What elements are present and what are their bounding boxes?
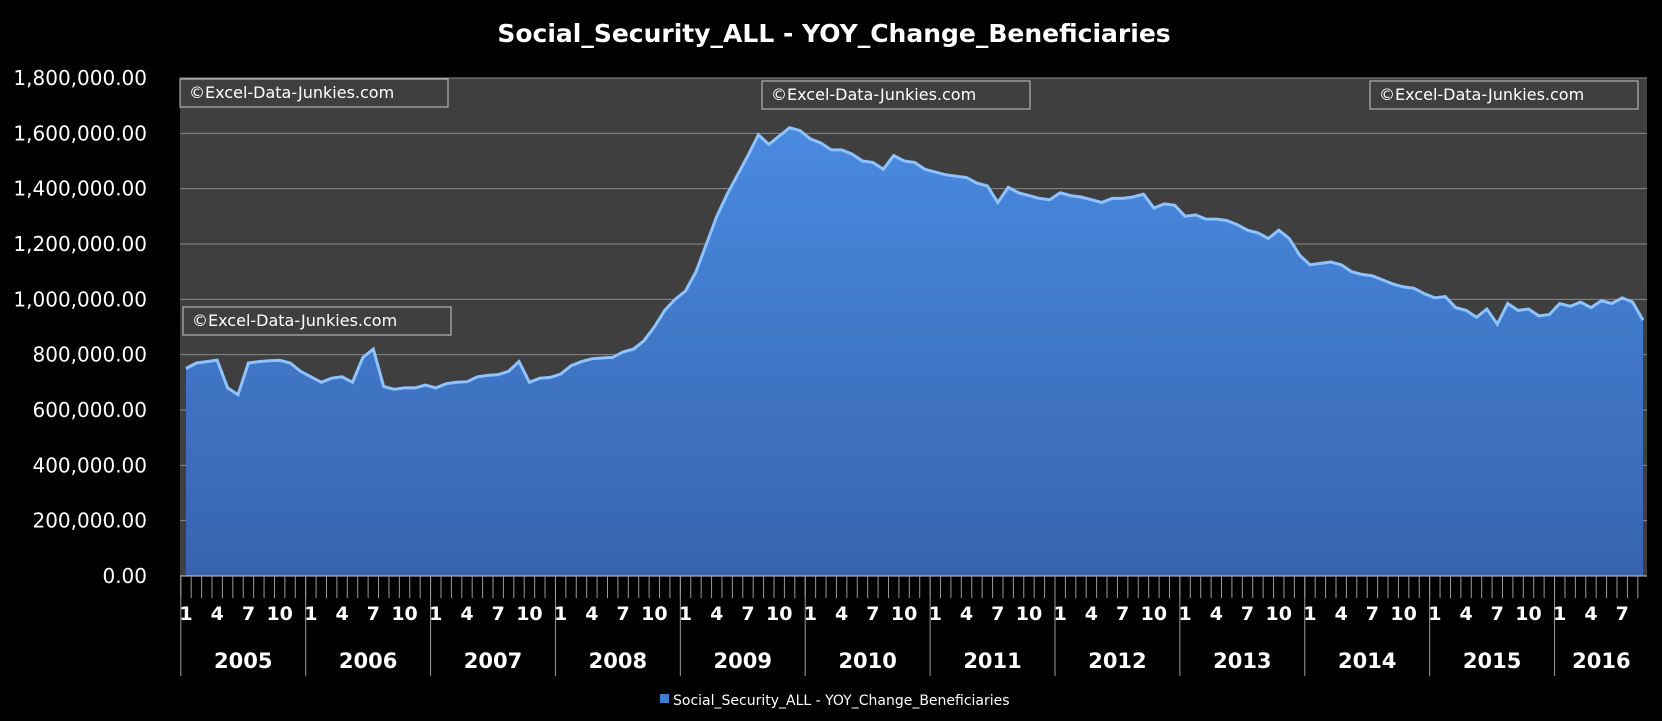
month-tick-label: 1 bbox=[804, 603, 817, 625]
month-tick-label: 4 bbox=[960, 603, 973, 625]
month-tick-label: 7 bbox=[492, 603, 505, 625]
watermark-text: ©Excel-Data-Junkies.com bbox=[771, 85, 976, 104]
month-tick-label: 7 bbox=[1241, 603, 1254, 625]
month-tick-label: 1 bbox=[554, 603, 567, 625]
year-label: 2014 bbox=[1338, 649, 1396, 673]
month-tick-label: 1 bbox=[1553, 603, 1566, 625]
year-label: 2010 bbox=[838, 649, 896, 673]
watermark-box bbox=[1369, 80, 1639, 110]
watermark-text: ©Excel-Data-Junkies.com bbox=[1379, 85, 1584, 104]
y-tick-label: 600,000.00 bbox=[32, 398, 147, 422]
month-tick-label: 10 bbox=[1141, 603, 1167, 625]
year-label: 2011 bbox=[963, 649, 1021, 673]
watermarks: ©Excel-Data-Junkies.com ©Excel-Data-Junki… bbox=[179, 78, 1639, 336]
month-tick-label: 7 bbox=[866, 603, 879, 625]
watermark-box bbox=[761, 80, 1031, 110]
year-label: 2007 bbox=[464, 649, 522, 673]
month-tick-label: 10 bbox=[1016, 603, 1042, 625]
month-tick-label: 10 bbox=[266, 603, 292, 625]
month-tick-label: 10 bbox=[766, 603, 792, 625]
month-tick-label: 1 bbox=[1428, 603, 1441, 625]
month-tick-label: 10 bbox=[1515, 603, 1541, 625]
year-label: 2008 bbox=[589, 649, 647, 673]
month-tick-label: 4 bbox=[585, 603, 598, 625]
month-tick-label: 1 bbox=[679, 603, 692, 625]
month-tick-label: 7 bbox=[1491, 603, 1504, 625]
month-tick-label: 1 bbox=[179, 603, 192, 625]
series-area bbox=[186, 127, 1643, 577]
month-tick-label: 7 bbox=[741, 603, 754, 625]
year-label: 2015 bbox=[1463, 649, 1521, 673]
month-tick-label: 10 bbox=[391, 603, 417, 625]
month-tick-label: 7 bbox=[1366, 603, 1379, 625]
month-tick-label: 4 bbox=[710, 603, 723, 625]
month-tick-label: 4 bbox=[835, 603, 848, 625]
watermark-text: ©Excel-Data-Junkies.com bbox=[192, 311, 397, 330]
y-axis: 0.00 200,000.00 400,000.00 600,000.00 800,00… bbox=[13, 66, 147, 588]
watermark-text: ©Excel-Data-Junkies.com bbox=[189, 83, 394, 102]
month-tick-label: 10 bbox=[1390, 603, 1416, 625]
y-tick-label: 800,000.00 bbox=[32, 343, 147, 367]
month-tick-label: 10 bbox=[891, 603, 917, 625]
chart-title: Social_Security_ALL - YOY_Change_Benefic… bbox=[497, 19, 1170, 48]
series-line bbox=[185, 126, 1645, 398]
month-tick-label: 10 bbox=[516, 603, 542, 625]
legend-swatch bbox=[660, 694, 669, 703]
y-tick-label: 1,800,000.00 bbox=[13, 66, 147, 90]
year-label: 2009 bbox=[714, 649, 772, 673]
month-tick-label: 1 bbox=[429, 603, 442, 625]
y-tick-label: 1,400,000.00 bbox=[13, 177, 147, 201]
month-tick-label: 4 bbox=[1459, 603, 1472, 625]
month-tick-label: 4 bbox=[335, 603, 348, 625]
watermark-box bbox=[179, 78, 449, 108]
year-label: 2005 bbox=[214, 649, 272, 673]
month-tick-label: 4 bbox=[211, 603, 224, 625]
y-tick-label: 1,200,000.00 bbox=[13, 232, 147, 256]
y-tick-label: 200,000.00 bbox=[32, 509, 147, 533]
month-tick-label: 7 bbox=[616, 603, 629, 625]
y-tick-label: 0.00 bbox=[102, 564, 147, 588]
month-tick-label: 7 bbox=[242, 603, 255, 625]
y-tick-label: 1,000,000.00 bbox=[13, 287, 147, 311]
month-tick-label: 7 bbox=[991, 603, 1004, 625]
month-tick-label: 1 bbox=[304, 603, 317, 625]
year-label: 2006 bbox=[339, 649, 397, 673]
watermark-box bbox=[182, 306, 452, 336]
month-tick-label: 1 bbox=[1054, 603, 1067, 625]
month-tick-label: 7 bbox=[367, 603, 380, 625]
month-tick-label: 4 bbox=[1085, 603, 1098, 625]
month-tick-label: 1 bbox=[929, 603, 942, 625]
month-tick-label: 10 bbox=[1266, 603, 1292, 625]
year-label: 2016 bbox=[1572, 649, 1630, 673]
month-tick-label: 4 bbox=[1584, 603, 1597, 625]
month-tick-label: 1 bbox=[1178, 603, 1191, 625]
y-tick-label: 400,000.00 bbox=[32, 453, 147, 477]
year-label: 2012 bbox=[1088, 649, 1146, 673]
month-tick-label: 4 bbox=[1210, 603, 1223, 625]
month-tick-label: 7 bbox=[1616, 603, 1629, 625]
month-tick-label: 4 bbox=[460, 603, 473, 625]
y-tick-label: 1,600,000.00 bbox=[13, 121, 147, 145]
legend: Social_Security_ALL - YOY_Change_Benefic… bbox=[660, 693, 1010, 709]
month-tick-label: 1 bbox=[1303, 603, 1316, 625]
month-tick-label: 4 bbox=[1335, 603, 1348, 625]
legend-label: Social_Security_ALL - YOY_Change_Benefic… bbox=[673, 693, 1010, 709]
month-tick-label: 10 bbox=[641, 603, 667, 625]
month-tick-label: 7 bbox=[1116, 603, 1129, 625]
year-label: 2013 bbox=[1213, 649, 1271, 673]
